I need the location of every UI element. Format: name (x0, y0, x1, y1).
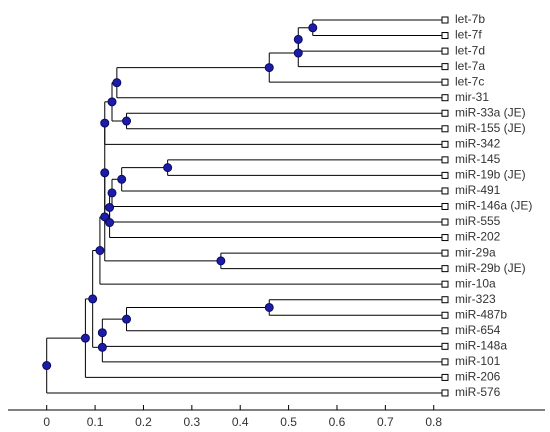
x-tick-label: 0.7 (377, 415, 394, 429)
leaf-label: miR-33a (JE) (455, 105, 526, 119)
node (100, 118, 110, 128)
node (107, 97, 117, 107)
node (293, 48, 303, 58)
edges (46, 19, 442, 394)
node (122, 314, 132, 324)
leaf-label: miR-206 (455, 370, 501, 384)
leaf-marker (441, 125, 449, 133)
leaf-marker (441, 109, 449, 117)
node (163, 163, 173, 173)
leaf-marker (441, 327, 449, 335)
x-tick-label: 0 (43, 415, 50, 429)
node (97, 328, 107, 338)
leaf-label: miR-202 (455, 230, 501, 244)
leaf-label: miR-487b (455, 307, 507, 321)
node (97, 342, 107, 352)
node (264, 302, 274, 312)
node (42, 361, 52, 371)
x-tick-label: 0.3 (183, 415, 200, 429)
leaf-marker (441, 78, 449, 86)
leaf-label: let-7c (455, 74, 484, 88)
x-tick-label: 0.1 (87, 415, 104, 429)
leaf-label: let-7f (455, 28, 482, 42)
node (105, 218, 115, 228)
leaf-marker (441, 296, 449, 304)
leaf-marker (441, 94, 449, 102)
leaf-label: miR-101 (455, 354, 501, 368)
node (264, 63, 274, 73)
node (95, 246, 105, 256)
leaf-label: miR-342 (455, 136, 501, 150)
node (100, 212, 110, 222)
leaf-marker (441, 311, 449, 319)
leaf-label: miR-491 (455, 183, 501, 197)
node (107, 188, 117, 198)
leaf-marker (441, 16, 449, 24)
node (100, 168, 110, 178)
leaf-label: miR-155 (JE) (455, 121, 526, 135)
leaf-marker (441, 187, 449, 195)
leaf-label: miR-146a (JE) (455, 199, 532, 213)
leaf-label: let-7d (455, 43, 485, 57)
leaf-label: miR-576 (455, 385, 501, 399)
x-tick-label: 0.2 (135, 415, 152, 429)
leaf-marker (441, 63, 449, 71)
x-tick-label: 0.6 (329, 415, 346, 429)
node (117, 174, 127, 184)
leaf-label: miR-148a (455, 339, 507, 353)
leaf-label: miR-19b (JE) (455, 168, 526, 182)
node (293, 34, 303, 44)
leaf-marker (441, 342, 449, 350)
node (112, 78, 122, 88)
node (105, 202, 115, 212)
node (122, 116, 132, 126)
leaf-label: miR-654 (455, 323, 501, 337)
leaf-label: mir-323 (455, 292, 496, 306)
node (308, 23, 318, 33)
x-tick-label: 0.5 (280, 415, 297, 429)
leaf-marker (441, 249, 449, 257)
nodes (42, 23, 318, 371)
leaf-marker (441, 202, 449, 210)
leaf-label: mir-10a (455, 276, 496, 290)
leaf-marker (441, 358, 449, 366)
leaf-label: mir-29a (455, 245, 496, 259)
leaf-marker (441, 47, 449, 55)
leaf-marker (441, 171, 449, 179)
leaf-marker (441, 140, 449, 148)
leaf-label: miR-555 (455, 214, 501, 228)
leaf-label: miR-29b (JE) (455, 261, 526, 275)
node (80, 333, 90, 343)
leaf-marker (441, 265, 449, 273)
x-tick-label: 0.4 (232, 415, 249, 429)
x-tick-label: 0.8 (425, 415, 442, 429)
node (216, 256, 226, 266)
leaf-label: miR-145 (455, 152, 501, 166)
leaf-marker (441, 280, 449, 288)
leaf-marker (441, 234, 449, 242)
leaf-label: mir-31 (455, 90, 489, 104)
leaf-label: let-7a (455, 59, 485, 73)
leaf-marker (441, 32, 449, 40)
node (88, 294, 98, 304)
leaf-marker (441, 373, 449, 381)
leaf-marker (441, 218, 449, 226)
leaf-label: let-7b (455, 12, 485, 26)
leaf-marker (441, 389, 449, 397)
leaf-marker (441, 156, 449, 164)
